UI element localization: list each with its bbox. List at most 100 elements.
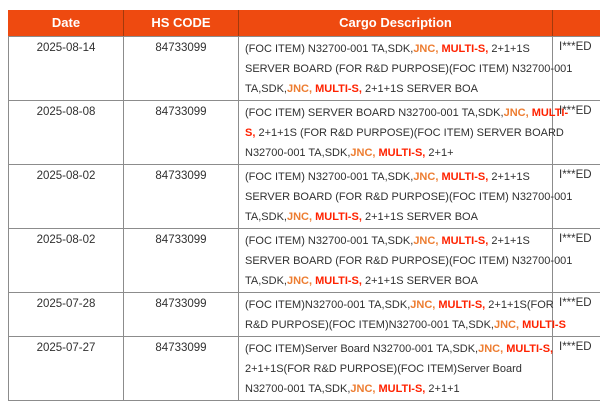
cargo-table: Date HS CODE Cargo Description 2025-08-1… bbox=[8, 10, 600, 401]
highlighted-keyword: JNC, bbox=[503, 106, 529, 119]
highlighted-keyword: JNC, bbox=[286, 274, 313, 287]
highlighted-keyword: MULTI-S, bbox=[315, 82, 362, 95]
table-row: 2025-08-02 84733099 (FOC ITEM) N32700-001 … bbox=[8, 163, 600, 229]
masked-value-cell: I***ED bbox=[552, 335, 600, 401]
cargo-description-cell: (FOC ITEM) SERVER BOARD N32700-001 TA,SD… bbox=[238, 99, 568, 165]
highlighted-keyword: MULTI-S bbox=[522, 318, 566, 331]
cargo-table-wrap: Date HS CODE Cargo Description 2025-08-1… bbox=[8, 10, 600, 401]
date-cell: 2025-08-08 bbox=[8, 99, 124, 165]
description-text: N32700-001 TA,SDK, bbox=[245, 382, 351, 395]
description-line: R&D PURPOSE)(FOC ITEM)N32700-001 TA,SDK,… bbox=[245, 315, 566, 335]
description-text: (FOC ITEM) N32700-001 TA,SDK, bbox=[245, 170, 414, 183]
table-row: 2025-08-02 84733099 (FOC ITEM) N32700-001 … bbox=[8, 227, 600, 293]
description-text: 2+1+1S bbox=[488, 42, 530, 55]
table-row: 2025-08-14 84733099 (FOC ITEM) N32700-001 … bbox=[8, 35, 600, 101]
description-line: N32700-001 TA,SDK,JNC, MULTI-S, 2+1+ bbox=[245, 143, 546, 163]
highlighted-keyword: MULTI-S, bbox=[378, 382, 426, 395]
description-line: SERVER BOARD (FOR R&D PURPOSE)(FOC ITEM)… bbox=[245, 59, 572, 79]
highlighted-keyword: JNC, bbox=[413, 42, 439, 55]
table-header: Date HS CODE Cargo Description bbox=[8, 10, 600, 37]
masked-value-cell: I***ED bbox=[552, 163, 600, 229]
hs-code-cell: 84733099 bbox=[123, 35, 239, 101]
description-text: SERVER BOARD (FOR R&D PURPOSE)(FOC ITEM)… bbox=[245, 190, 573, 203]
description-text: (FOC ITEM)N32700-001 TA,SDK, bbox=[245, 298, 411, 311]
highlighted-keyword: MULTI-S, bbox=[438, 298, 486, 311]
cargo-description-cell: (FOC ITEM)Server Board N32700-001 TA,SDK… bbox=[238, 335, 553, 401]
highlighted-keyword: JNC, bbox=[413, 170, 439, 183]
date-cell: 2025-07-28 bbox=[8, 291, 124, 337]
description-line: SERVER BOARD (FOR R&D PURPOSE)(FOC ITEM)… bbox=[245, 187, 572, 207]
description-line: (FOC ITEM)Server Board N32700-001 TA,SDK… bbox=[245, 339, 553, 359]
header-row: Date HS CODE Cargo Description bbox=[8, 10, 600, 37]
description-text: 2+1+1S(FOR bbox=[485, 298, 554, 311]
hs-code-cell: 84733099 bbox=[123, 291, 239, 337]
cargo-description-cell: (FOC ITEM) N32700-001 TA,SDK,JNC, MULTI-… bbox=[238, 227, 572, 293]
table-row: 2025-07-27 84733099 (FOC ITEM)Server Board… bbox=[8, 335, 600, 401]
cargo-description-cell: (FOC ITEM)N32700-001 TA,SDK,JNC, MULTI-S… bbox=[238, 291, 566, 337]
description-text: 2+1+1S bbox=[488, 234, 530, 247]
highlighted-keyword: MULTI-S, bbox=[506, 342, 554, 355]
description-line: N32700-001 TA,SDK,JNC, MULTI-S, 2+1+1 bbox=[245, 379, 546, 399]
description-line: 2+1+1S(FOR R&D PURPOSE)(FOC ITEM)Server … bbox=[245, 359, 546, 379]
highlighted-keyword: MULTI-S, bbox=[441, 170, 489, 183]
description-text: TA,SDK, bbox=[245, 82, 287, 95]
description-text: 2+1+1S bbox=[488, 170, 530, 183]
date-cell: 2025-07-27 bbox=[8, 335, 124, 401]
highlighted-keyword: MULTI-S, bbox=[315, 274, 362, 287]
description-line: TA,SDK,JNC, MULTI-S, 2+1+1S SERVER BOA bbox=[245, 207, 546, 227]
description-text: 2+1+1S SERVER BOA bbox=[361, 210, 478, 223]
description-line: TA,SDK,JNC, MULTI-S, 2+1+1S SERVER BOA bbox=[245, 271, 546, 291]
description-text: TA,SDK, bbox=[245, 274, 287, 287]
header-hs-code: HS CODE bbox=[123, 10, 239, 37]
description-text: (FOC ITEM) N32700-001 TA,SDK, bbox=[245, 42, 414, 55]
description-text: N32700-001 TA,SDK, bbox=[245, 146, 351, 159]
description-line: (FOC ITEM)N32700-001 TA,SDK,JNC, MULTI-S… bbox=[245, 295, 554, 315]
highlighted-keyword: S, bbox=[245, 126, 256, 139]
highlighted-keyword: JNC, bbox=[410, 298, 436, 311]
description-text: R&D PURPOSE)(FOC ITEM)N32700-001 TA,SDK, bbox=[245, 318, 494, 331]
description-text: 2+1+1 bbox=[425, 382, 460, 395]
hs-code-cell: 84733099 bbox=[123, 99, 239, 165]
description-line: S, 2+1+1S (FOR R&D PURPOSE)(FOC ITEM) SE… bbox=[245, 123, 564, 143]
highlighted-keyword: JNC, bbox=[413, 234, 439, 247]
hs-code-cell: 84733099 bbox=[123, 163, 239, 229]
header-cargo-description: Cargo Description bbox=[238, 10, 553, 37]
description-text: SERVER BOARD (FOR R&D PURPOSE)(FOC ITEM)… bbox=[245, 254, 573, 267]
description-line: TA,SDK,JNC, MULTI-S, 2+1+1S SERVER BOA bbox=[245, 79, 546, 99]
masked-value-cell: I***ED bbox=[552, 291, 600, 337]
highlighted-keyword: MULTI-S, bbox=[315, 210, 362, 223]
description-text: (FOC ITEM) SERVER BOARD N32700-001 TA,SD… bbox=[245, 106, 504, 119]
description-text: SERVER BOARD (FOR R&D PURPOSE)(FOC ITEM)… bbox=[245, 62, 573, 75]
highlighted-keyword: JNC, bbox=[478, 342, 504, 355]
description-text: TA,SDK, bbox=[245, 210, 287, 223]
table-body: 2025-08-14 84733099 (FOC ITEM) N32700-001 … bbox=[8, 35, 600, 401]
hs-code-cell: 84733099 bbox=[123, 227, 239, 293]
highlighted-keyword: JNC, bbox=[350, 146, 376, 159]
date-cell: 2025-08-02 bbox=[8, 163, 124, 229]
header-date: Date bbox=[8, 10, 124, 37]
highlighted-keyword: JNC, bbox=[286, 82, 313, 95]
hs-code-cell: 84733099 bbox=[123, 335, 239, 401]
header-last-column bbox=[552, 10, 600, 37]
table-row: 2025-08-08 84733099 (FOC ITEM) SERVER BOAR… bbox=[8, 99, 600, 165]
highlighted-keyword: MULTI-S, bbox=[441, 42, 489, 55]
description-text: 2+1+1S SERVER BOA bbox=[361, 82, 478, 95]
description-text: (FOC ITEM) N32700-001 TA,SDK, bbox=[245, 234, 414, 247]
table-row: 2025-07-28 84733099 (FOC ITEM)N32700-001 T… bbox=[8, 291, 600, 337]
highlighted-keyword: JNC, bbox=[350, 382, 376, 395]
description-line: SERVER BOARD (FOR R&D PURPOSE)(FOC ITEM)… bbox=[245, 251, 572, 271]
masked-value-cell: I***ED bbox=[552, 35, 600, 101]
date-cell: 2025-08-02 bbox=[8, 227, 124, 293]
description-line: (FOC ITEM) N32700-001 TA,SDK,JNC, MULTI-… bbox=[245, 39, 546, 59]
highlighted-keyword: MULTI-S, bbox=[378, 146, 426, 159]
description-line: (FOC ITEM) N32700-001 TA,SDK,JNC, MULTI-… bbox=[245, 167, 546, 187]
description-text: 2+1+1S (FOR R&D PURPOSE)(FOC ITEM) SERVE… bbox=[255, 126, 564, 139]
masked-value-cell: I***ED bbox=[552, 227, 600, 293]
description-text: 2+1+1S SERVER BOA bbox=[361, 274, 478, 287]
highlighted-keyword: JNC, bbox=[286, 210, 313, 223]
description-text: 2+1+ bbox=[425, 146, 454, 159]
highlighted-keyword: MULTI-S, bbox=[441, 234, 489, 247]
date-cell: 2025-08-14 bbox=[8, 35, 124, 101]
description-line: (FOC ITEM) SERVER BOARD N32700-001 TA,SD… bbox=[245, 103, 568, 123]
description-line: (FOC ITEM) N32700-001 TA,SDK,JNC, MULTI-… bbox=[245, 231, 546, 251]
